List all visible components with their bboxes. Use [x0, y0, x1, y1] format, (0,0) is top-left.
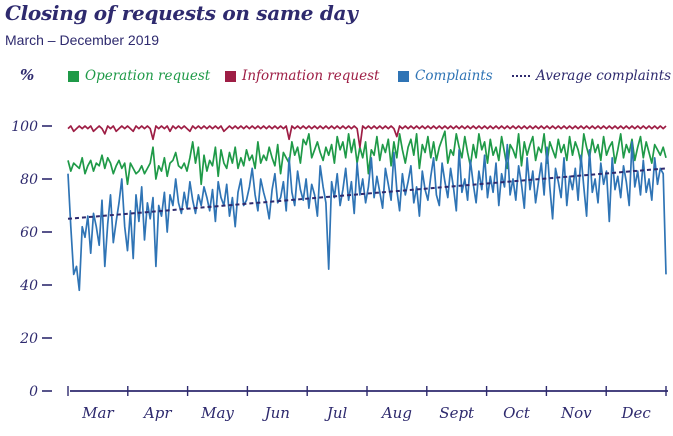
- legend-average-complaints: Average complaints: [512, 66, 671, 86]
- y-tick-label: 80: [20, 172, 38, 188]
- x-tick-label: Dec: [620, 404, 651, 422]
- legend-label: Average complaints: [536, 68, 672, 84]
- chart-title: Closing of requests on same day: [5, 1, 358, 25]
- x-tick-label: Nov: [560, 404, 592, 422]
- x-axis: Mar Apr May Jun Jul Aug Sept Oct Nov Dec: [67, 386, 668, 422]
- legend-operation-request: Operation request: [68, 66, 210, 86]
- legend-swatch-red: [225, 70, 236, 82]
- legend-information-request: Information request: [225, 66, 379, 86]
- legend-label: Operation request: [85, 68, 211, 84]
- series-layer: [67, 125, 667, 292]
- x-tick-label: Mar: [81, 404, 114, 422]
- x-tick-label: Aug: [380, 404, 412, 422]
- series-line-information-request: [67, 125, 667, 149]
- y-axis-ticks: 0 20 40 60 80 100: [11, 119, 52, 400]
- x-tick-label: Apr: [142, 404, 172, 422]
- x-tick-label: Jun: [262, 404, 290, 422]
- series-line-complaints: [67, 141, 667, 292]
- y-tick-label: 100: [11, 119, 38, 135]
- legend-label: Complaints: [415, 68, 493, 84]
- legend-label: Information request: [242, 68, 380, 84]
- y-tick-label: 0: [29, 384, 38, 400]
- legend-complaints: Complaints: [398, 66, 493, 86]
- legend-dotted-line: [512, 75, 530, 77]
- series-line-operation-request: [67, 130, 667, 186]
- x-tick-label: Jul: [324, 404, 348, 422]
- x-tick-label: Sept: [439, 404, 475, 422]
- y-tick-label: 40: [19, 278, 38, 294]
- legend-swatch-blue: [398, 70, 409, 82]
- y-axis-unit: %: [20, 66, 35, 84]
- y-tick-label: 60: [20, 225, 38, 241]
- x-tick-label: Oct: [503, 404, 531, 422]
- series-line-average-complaints: [67, 167, 667, 220]
- legend-swatch-green: [68, 70, 79, 82]
- chart-subtitle: March – December 2019: [5, 32, 160, 48]
- x-tick-label: May: [200, 404, 234, 422]
- y-tick-label: 20: [19, 331, 38, 347]
